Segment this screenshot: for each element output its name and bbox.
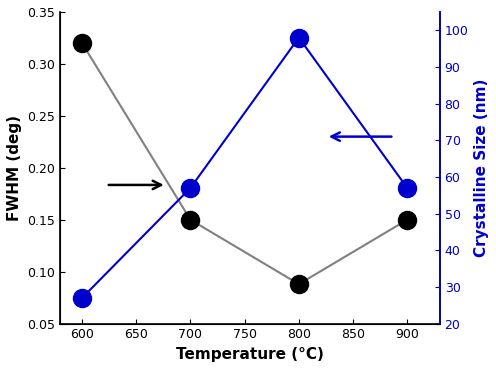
Y-axis label: Crystalline Size (nm): Crystalline Size (nm) (474, 79, 489, 257)
Y-axis label: FWHM (deg): FWHM (deg) (7, 115, 22, 221)
X-axis label: Temperature (°C): Temperature (°C) (176, 347, 324, 362)
